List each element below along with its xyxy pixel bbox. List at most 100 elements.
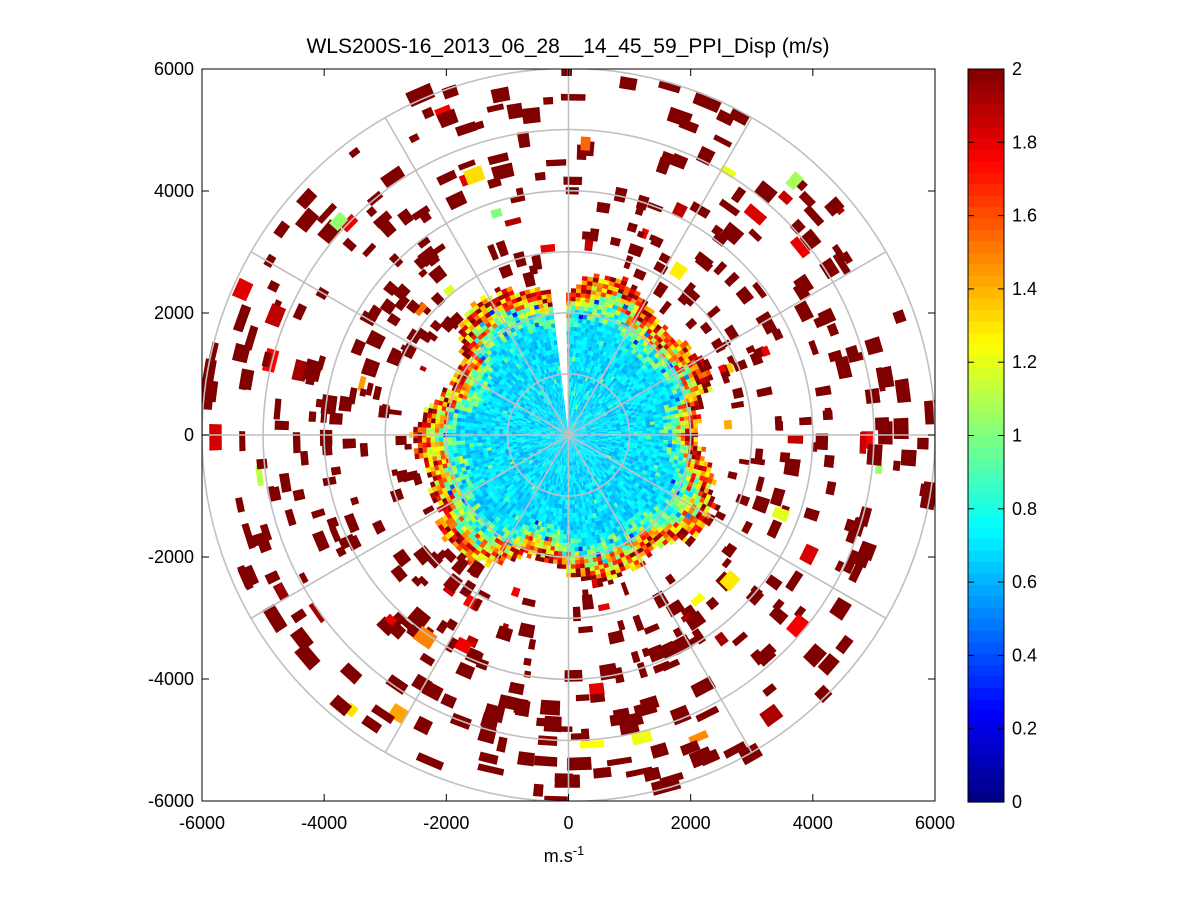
ppi-cell — [632, 380, 638, 386]
ppi-cell — [585, 441, 590, 444]
ppi-cell — [695, 526, 703, 534]
ppi-cell — [571, 421, 574, 426]
ppi-cell — [588, 346, 593, 352]
ppi-cell — [617, 315, 624, 322]
ppi-cell — [593, 422, 598, 426]
ppi-cell — [596, 397, 601, 402]
ppi-cell — [580, 331, 585, 337]
ppi-cell — [602, 397, 607, 403]
ppi-cell — [580, 576, 587, 582]
ppi-cell — [570, 412, 573, 417]
ppi-cell — [560, 474, 563, 479]
ppi-cell — [602, 392, 608, 397]
ppi-cell — [600, 416, 605, 420]
ppi-cell — [563, 530, 567, 535]
ppi-cell — [581, 284, 587, 290]
ppi-cell — [603, 440, 608, 443]
ppi-cell — [468, 429, 474, 434]
ppi-cell — [597, 362, 602, 368]
ppi-cell — [663, 526, 670, 533]
ppi-cell — [573, 391, 576, 396]
ppi-cell — [594, 439, 600, 441]
ppi-cell — [629, 429, 634, 432]
ppi-cell — [571, 408, 573, 413]
ppi-cell — [596, 456, 601, 461]
ppi-cell — [681, 461, 687, 467]
ppi-cell — [570, 318, 575, 323]
ppi-cell — [652, 500, 659, 506]
ppi-cell — [659, 490, 665, 497]
ppi-cell — [617, 489, 622, 495]
ppi-cell — [578, 435, 583, 437]
ppi-cell — [577, 508, 581, 513]
ppi-cell — [677, 391, 683, 398]
ppi-cell — [578, 436, 583, 439]
ppi-cell — [641, 385, 647, 391]
ppi-cell — [624, 371, 630, 377]
ppi-cell — [586, 315, 592, 321]
ppi-cell — [628, 420, 633, 424]
ppi-cell — [692, 363, 700, 371]
ppi-cell — [571, 491, 574, 497]
ppi-cell — [659, 405, 665, 411]
ppi-cell — [647, 318, 655, 325]
ppi-cell — [578, 444, 582, 449]
ppi-cell — [605, 293, 612, 299]
ppi-cell — [528, 435, 534, 438]
ppi-cell — [705, 482, 712, 490]
ppi-cell — [603, 428, 608, 431]
ppi-cell — [593, 395, 598, 400]
ppi-cell — [620, 307, 627, 314]
ppi-cell — [618, 487, 624, 493]
ppi-cell — [650, 427, 656, 431]
ppi-cell — [566, 449, 568, 454]
ppi-cell — [570, 444, 572, 449]
ppi-cell — [645, 541, 652, 549]
ppi-cell — [582, 452, 587, 456]
ppi-cell — [585, 470, 589, 475]
ppi-cell — [593, 321, 599, 327]
ppi-cell — [481, 427, 487, 431]
ppi-cell — [613, 300, 620, 307]
ppi-cell — [572, 439, 575, 443]
ppi-cell — [573, 474, 576, 479]
ppi-cell — [594, 452, 599, 456]
ppi-cell — [610, 533, 617, 539]
ppi-cell — [662, 389, 669, 395]
ppi-cell — [587, 406, 591, 411]
ppi-cell — [610, 504, 616, 510]
ppi-cell — [598, 466, 603, 471]
ppi-cell — [637, 380, 644, 386]
ppi-cell — [628, 489, 635, 495]
ppi-cell — [562, 482, 565, 488]
ppi-cell — [486, 439, 491, 443]
ppi-cell — [578, 477, 581, 483]
ppi-cell — [468, 436, 474, 441]
ppi-cell — [558, 512, 562, 518]
ppi-cell — [616, 306, 623, 312]
ppi-cell — [589, 544, 595, 550]
ppi-cell — [575, 424, 579, 429]
ppi-cell — [590, 531, 596, 537]
ppi-cell — [576, 451, 579, 456]
ppi-cell — [631, 359, 637, 366]
ppi-cell — [666, 447, 672, 452]
ppi-cell — [607, 454, 612, 459]
ppi-cell — [616, 484, 621, 490]
ppi-cell — [572, 438, 577, 442]
ppi-cell — [651, 542, 659, 549]
ppi-cell — [610, 370, 616, 376]
ppi-cell — [584, 567, 591, 573]
ppi-cell — [564, 504, 568, 509]
ppi-cell — [430, 441, 436, 448]
ppi-cell — [580, 357, 584, 363]
ppi-cell — [654, 403, 660, 409]
ppi-cell — [577, 445, 581, 450]
ppi-cell — [684, 357, 691, 364]
ppi-cell — [570, 335, 574, 340]
ppi-cell — [585, 358, 589, 364]
ppi-cell — [599, 438, 604, 441]
ppi-cell — [569, 416, 571, 421]
ppi-cell — [642, 538, 650, 545]
ppi-cell — [583, 445, 588, 449]
